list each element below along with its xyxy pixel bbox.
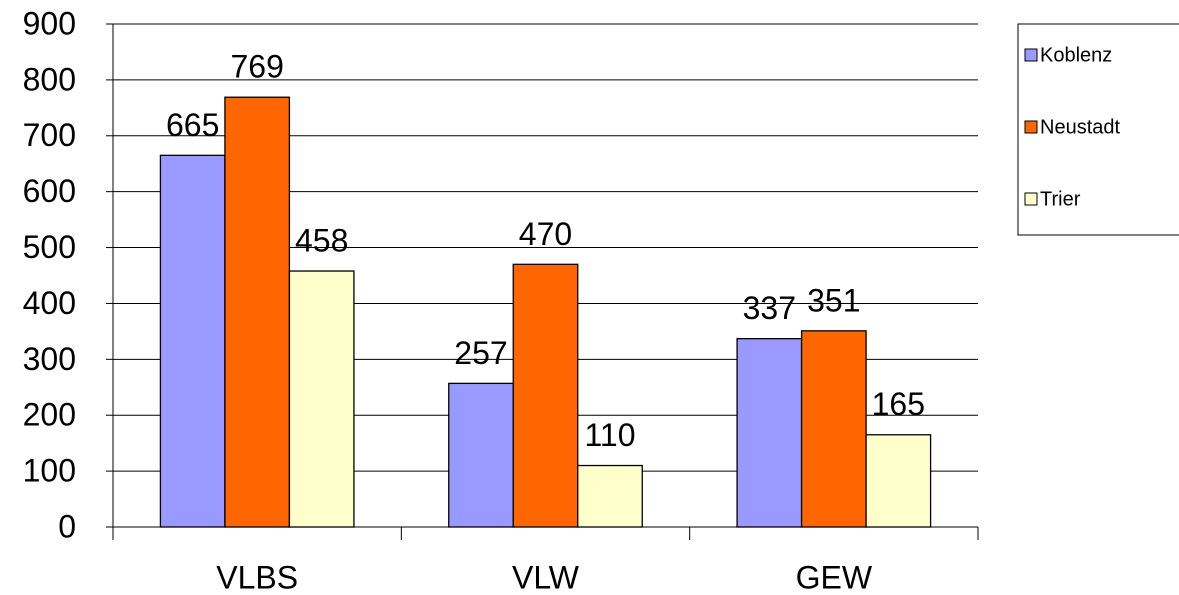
y-tick-label: 700 xyxy=(23,117,76,153)
legend-box xyxy=(1017,23,1179,236)
x-tick-label: VLW xyxy=(512,559,580,595)
data-label: 337 xyxy=(743,290,796,326)
data-label: 351 xyxy=(807,282,860,318)
y-tick-label: 900 xyxy=(23,5,76,41)
data-label: 110 xyxy=(584,417,635,453)
y-tick-label: 0 xyxy=(58,508,76,544)
x-tick-label: VLBS xyxy=(216,559,298,595)
legend-swatch xyxy=(1024,48,1038,62)
legend-label: Koblenz xyxy=(1040,44,1112,66)
bar xyxy=(512,263,579,528)
bar xyxy=(736,338,803,528)
data-label: 769 xyxy=(230,49,283,85)
legend-swatch xyxy=(1024,192,1038,206)
y-tick-label: 800 xyxy=(23,61,76,97)
y-tick-label: 400 xyxy=(23,285,76,321)
data-label: 458 xyxy=(295,222,348,258)
x-tick-label: GEW xyxy=(796,559,873,595)
data-label: 470 xyxy=(519,216,572,252)
legend-swatch xyxy=(1024,120,1038,134)
bar xyxy=(159,154,226,528)
bar xyxy=(448,382,514,528)
bar xyxy=(800,330,867,528)
data-label: 665 xyxy=(166,107,219,143)
y-tick-label: 500 xyxy=(23,229,76,265)
legend-label: Trier xyxy=(1040,188,1081,210)
bar xyxy=(865,434,932,528)
y-tick-label: 200 xyxy=(23,397,76,433)
legend-label: Neustadt xyxy=(1040,116,1120,138)
bar xyxy=(224,96,291,528)
y-tick-label: 100 xyxy=(23,453,76,489)
data-label: 257 xyxy=(454,335,507,371)
y-tick-label: 600 xyxy=(23,173,76,209)
data-label: 165 xyxy=(872,386,925,422)
y-tick-label: 300 xyxy=(23,341,76,377)
bar xyxy=(577,464,643,528)
bar xyxy=(288,270,355,528)
